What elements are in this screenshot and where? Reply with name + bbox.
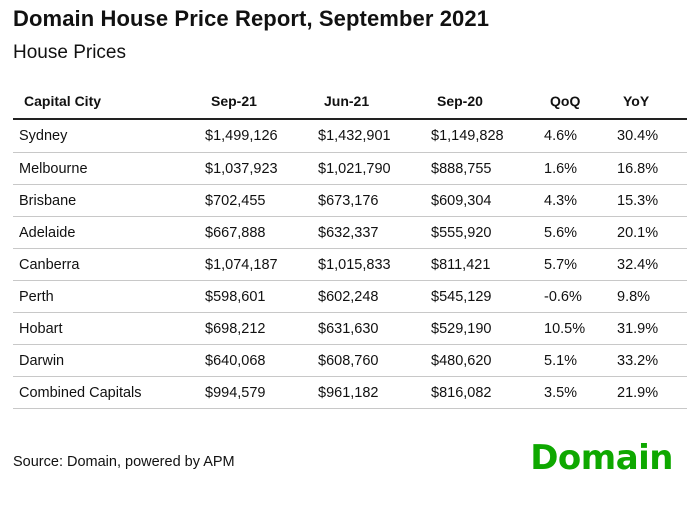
cell-sep-20: $545,129: [425, 280, 538, 313]
cell-sep-20: $480,620: [425, 344, 538, 377]
cell-sep-21: $702,455: [199, 184, 312, 217]
table-row: Hobart $698,212 $631,630 $529,190 10.5% 31.9%: [13, 312, 687, 345]
cell-qoq: 3.5%: [538, 376, 611, 409]
cell-jun-21: $632,337: [312, 216, 425, 249]
cell-qoq: 5.6%: [538, 216, 611, 249]
cell-city: Sydney: [13, 119, 199, 153]
table-body: Sydney $1,499,126 $1,432,901 $1,149,828 4.6%…: [13, 119, 687, 409]
cell-city: Hobart: [13, 312, 199, 345]
cell-qoq: 5.7%: [538, 248, 611, 281]
cell-jun-21: $631,630: [312, 312, 425, 345]
cell-sep-21: $994,579: [199, 376, 312, 409]
cell-city: Melbourne: [13, 152, 199, 185]
cell-sep-20: $529,190: [425, 312, 538, 345]
cell-qoq: 4.6%: [538, 119, 611, 153]
cell-city: Canberra: [13, 248, 199, 281]
cell-city: Adelaide: [13, 216, 199, 249]
cell-jun-21: $1,015,833: [312, 248, 425, 281]
cell-sep-21: $698,212: [199, 312, 312, 345]
cell-city: Brisbane: [13, 184, 199, 217]
domain-logo: Domain: [530, 438, 673, 478]
cell-jun-21: $961,182: [312, 376, 425, 409]
cell-sep-21: $667,888: [199, 216, 312, 249]
cell-sep-20: $816,082: [425, 376, 538, 409]
cell-sep-21: $640,068: [199, 344, 312, 377]
cell-yoy: 30.4%: [611, 119, 687, 153]
table-row: Darwin $640,068 $608,760 $480,620 5.1% 33.2%: [13, 344, 687, 377]
cell-qoq: 1.6%: [538, 152, 611, 185]
cell-sep-20: $888,755: [425, 152, 538, 185]
table-row: Brisbane $702,455 $673,176 $609,304 4.3% 15.3…: [13, 184, 687, 217]
table-row: Combined Capitals $994,579 $961,182 $816,08…: [13, 376, 687, 409]
cell-yoy: 15.3%: [611, 184, 687, 217]
cell-jun-21: $602,248: [312, 280, 425, 313]
cell-jun-21: $1,021,790: [312, 152, 425, 185]
cell-yoy: 32.4%: [611, 248, 687, 281]
table-row: Adelaide $667,888 $632,337 $555,920 5.6% 20.1…: [13, 216, 687, 249]
header-jun-21: Jun-21: [312, 84, 425, 120]
cell-yoy: 16.8%: [611, 152, 687, 185]
cell-qoq: 10.5%: [538, 312, 611, 345]
cell-yoy: 31.9%: [611, 312, 687, 345]
source-note: Source: Domain, powered by APM: [13, 454, 235, 470]
header-sep-21: Sep-21: [199, 84, 312, 120]
cell-qoq: -0.6%: [538, 280, 611, 313]
report-title: Domain House Price Report, September 202…: [13, 6, 490, 31]
cell-sep-20: $555,920: [425, 216, 538, 249]
table-row: Melbourne $1,037,923 $1,021,790 $888,755 1.6…: [13, 152, 687, 185]
cell-city: Combined Capitals: [13, 376, 199, 409]
table-row: Canberra $1,074,187 $1,015,833 $811,421 5.7%…: [13, 248, 687, 281]
cell-yoy: 20.1%: [611, 216, 687, 249]
cell-city: Perth: [13, 280, 199, 313]
header-capital-city: Capital City: [13, 84, 199, 120]
cell-jun-21: $673,176: [312, 184, 425, 217]
cell-sep-21: $1,499,126: [199, 119, 312, 153]
cell-sep-20: $1,149,828: [425, 119, 538, 153]
cell-sep-21: $1,074,187: [199, 248, 312, 281]
table-header-row: Capital City Sep-21 Jun-21 Sep-20 QoQ Yo…: [13, 84, 687, 120]
cell-sep-21: $1,037,923: [199, 152, 312, 185]
cell-sep-20: $609,304: [425, 184, 538, 217]
report-subtitle: House Prices: [13, 42, 126, 63]
cell-jun-21: $1,432,901: [312, 119, 425, 153]
cell-sep-21: $598,601: [199, 280, 312, 313]
cell-yoy: 33.2%: [611, 344, 687, 377]
table-row: Sydney $1,499,126 $1,432,901 $1,149,828 4.6%…: [13, 119, 687, 153]
header-sep-20: Sep-20: [425, 84, 538, 120]
cell-city: Darwin: [13, 344, 199, 377]
house-price-table: Capital City Sep-21 Jun-21 Sep-20 QoQ Yo…: [13, 84, 687, 409]
cell-qoq: 5.1%: [538, 344, 611, 377]
header-yoy: YoY: [611, 84, 687, 120]
cell-sep-20: $811,421: [425, 248, 538, 281]
cell-yoy: 9.8%: [611, 280, 687, 313]
cell-qoq: 4.3%: [538, 184, 611, 217]
header-qoq: QoQ: [538, 84, 611, 120]
table-row: Perth $598,601 $602,248 $545,129 -0.6% 9.8%: [13, 280, 687, 313]
cell-jun-21: $608,760: [312, 344, 425, 377]
cell-yoy: 21.9%: [611, 376, 687, 409]
